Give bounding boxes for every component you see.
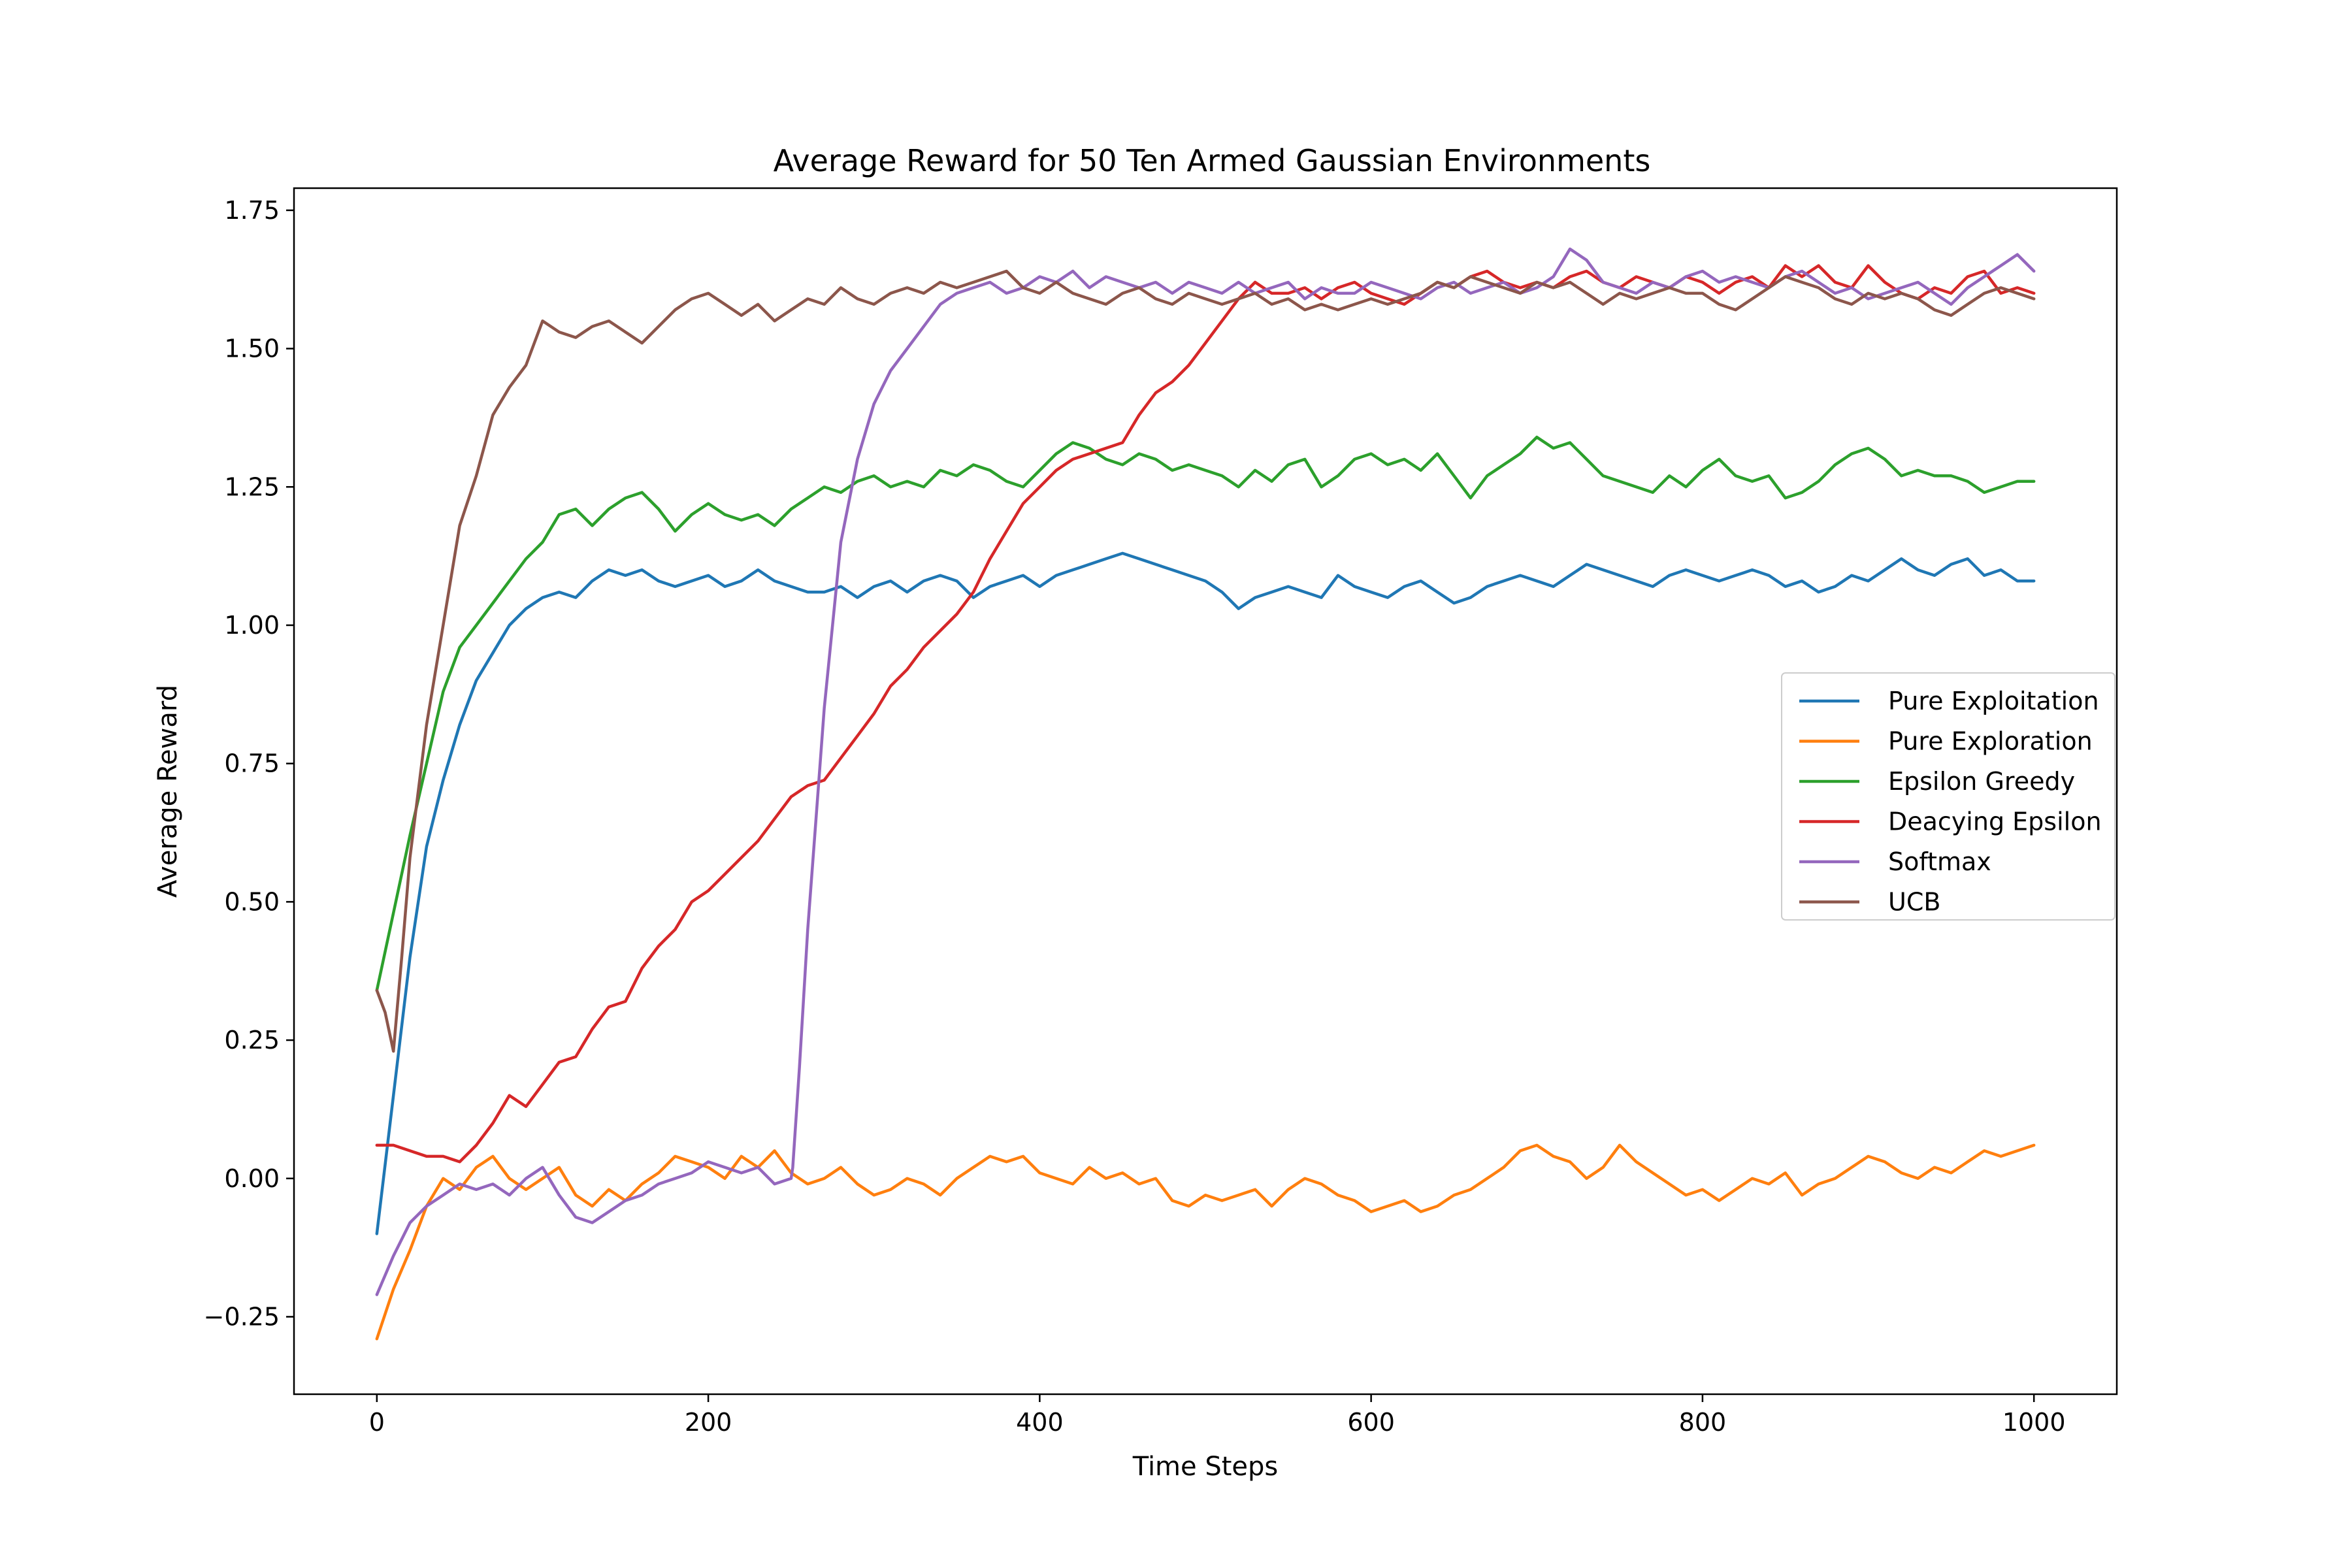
y-axis-label: Average Reward (153, 685, 183, 898)
x-axis-label: Time Steps (1132, 1452, 1279, 1482)
series-line-3 (375, 264, 2036, 1164)
y-tick-label: −0.25 (204, 1302, 280, 1331)
y-tick-label: 0.75 (224, 749, 280, 778)
y-tick-label: 1.25 (224, 472, 280, 501)
y-axis: −0.25 0.00 0.25 0.50 0.75 1.00 1.25 1.50 1.75 (204, 196, 294, 1331)
legend-label: UCB (1888, 888, 1940, 917)
y-tick-label: 0.00 (224, 1164, 280, 1193)
legend-label: Softmax (1888, 847, 1991, 876)
legend: Pure Exploitation Pure Exploration Epsilon… (1781, 672, 2115, 921)
legend-label: Epsilon Greedy (1888, 767, 2075, 796)
y-tick-label: 1.50 (224, 335, 280, 363)
chart-title: Average Reward for 50 Ten Armed Gaussian… (774, 143, 1651, 178)
plot-lines (375, 247, 2036, 1341)
x-tick-label: 400 (1016, 1408, 1064, 1437)
x-tick-label: 0 (369, 1408, 385, 1437)
x-tick-label: 800 (1679, 1408, 1727, 1437)
y-tick-label: 1.00 (224, 611, 280, 640)
legend-box (1781, 672, 2115, 921)
x-axis: 0 200 400 600 800 1000 (369, 1394, 2066, 1437)
plot-frame (293, 187, 2118, 1396)
x-tick-label: 600 (1347, 1408, 1395, 1437)
legend-label: Pure Exploitation (1888, 687, 2099, 715)
series-line-4 (375, 247, 2036, 1296)
y-tick-label: 0.25 (224, 1026, 280, 1054)
legend-label: Pure Exploration (1888, 727, 2093, 756)
series-line-0 (375, 551, 2036, 1235)
series-line-2 (375, 435, 2036, 992)
x-tick-label: 200 (685, 1408, 732, 1437)
x-tick-label: 1000 (2002, 1408, 2066, 1437)
y-tick-label: 0.50 (224, 887, 280, 916)
legend-label: Deacying Epsilon (1888, 808, 2102, 836)
series-line-5 (375, 269, 2036, 1053)
series-line-1 (375, 1143, 2036, 1341)
y-tick-label: 1.75 (224, 196, 280, 225)
